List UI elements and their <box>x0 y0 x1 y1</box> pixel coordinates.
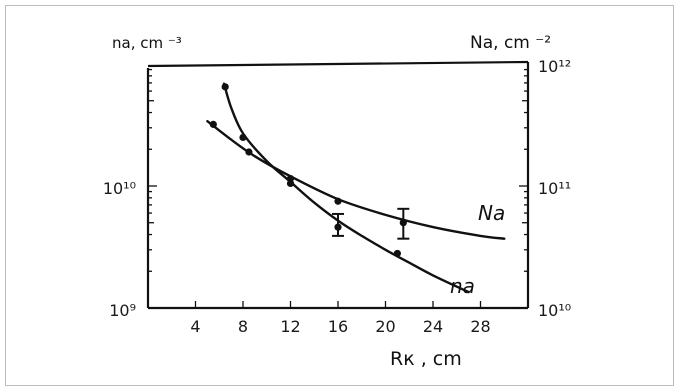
data-point-na <box>393 249 401 258</box>
x-tick-label: 12 <box>280 317 300 336</box>
left-axis-label: na, cm ⁻³ <box>112 34 182 52</box>
series-label-Na: Nа <box>478 201 505 225</box>
data-point-Na <box>334 197 342 205</box>
data-point-Na <box>245 148 253 156</box>
data-point-na <box>221 83 229 91</box>
figure-frame <box>5 5 674 386</box>
right-axis-label: Na, cm ⁻² <box>470 33 551 53</box>
x-tick-label: 20 <box>375 317 395 336</box>
top-axis <box>147 60 529 68</box>
x-tick-label: 24 <box>423 317 443 336</box>
right-tick-label: 10¹⁰ <box>538 301 571 320</box>
data-point-na <box>286 179 295 188</box>
right-tick-label: 10¹¹ <box>538 179 571 198</box>
data-point-na <box>239 133 247 142</box>
x-tick-label: 16 <box>328 317 348 336</box>
right-tick-label: 10¹² <box>538 57 571 76</box>
x-tick-label: 4 <box>190 317 200 336</box>
series-line-Na <box>206 120 506 240</box>
x-tick-label: 28 <box>470 317 490 336</box>
x-axis-label: Rк , cm <box>390 348 462 370</box>
left-tick-label: 10¹⁰ <box>103 179 136 198</box>
tick-group: 4 8 12 16 20 24 28 10⁹ 10¹⁰ 10¹⁰ 10¹¹ 10¹² <box>103 57 571 336</box>
left-tick-label: 10⁹ <box>109 301 136 320</box>
x-tick-label: 8 <box>238 317 248 336</box>
series-line-na <box>222 82 470 294</box>
data-point-Na <box>209 120 217 128</box>
series-group <box>206 82 506 294</box>
